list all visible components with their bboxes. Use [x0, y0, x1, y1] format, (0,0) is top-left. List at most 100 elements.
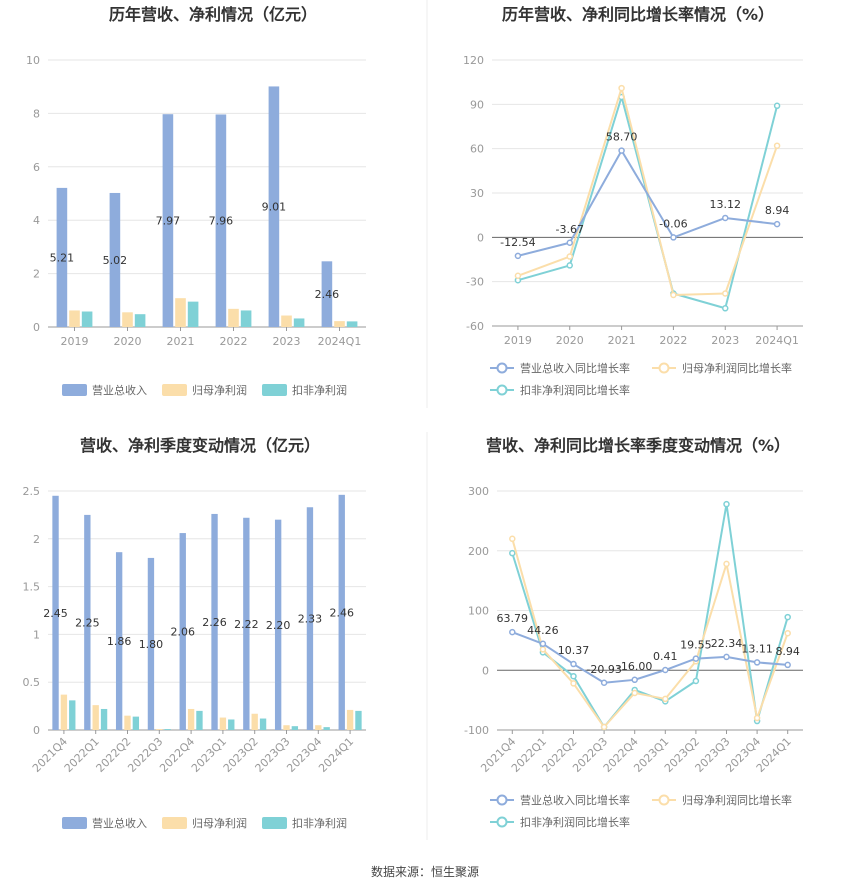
bar-net-profit[interactable] [60, 694, 68, 730]
data-point[interactable] [753, 659, 761, 666]
bar-revenue[interactable] [52, 495, 59, 730]
data-point[interactable] [539, 640, 547, 648]
bar-revenue[interactable] [84, 514, 91, 730]
legend-label[interactable]: 营业总收入同比增长率 [520, 361, 630, 375]
legend-marker[interactable] [658, 794, 670, 806]
data-point[interactable] [570, 680, 577, 687]
data-point[interactable] [631, 689, 638, 697]
data-point[interactable] [662, 666, 669, 674]
bar-revenue[interactable] [56, 187, 68, 327]
data-point[interactable] [773, 102, 781, 110]
legend-swatch[interactable] [162, 384, 187, 396]
legend-swatch[interactable] [62, 384, 87, 396]
legend-label[interactable]: 扣非净利润同比增长率 [520, 815, 630, 829]
data-point[interactable] [773, 142, 781, 149]
data-point[interactable] [514, 272, 522, 280]
legend-marker[interactable] [496, 816, 508, 828]
legend-marker[interactable] [496, 794, 508, 806]
legend-marker[interactable] [496, 362, 508, 374]
series-line-net-profit[interactable] [517, 87, 779, 296]
bar-revenue[interactable] [268, 86, 280, 327]
bar-deducted-profit[interactable] [355, 710, 362, 730]
data-point[interactable] [722, 290, 729, 297]
data-point[interactable] [618, 84, 625, 92]
bar-deducted-profit[interactable] [323, 727, 330, 730]
legend-label[interactable]: 扣非净利润同比增长率 [520, 383, 630, 397]
bar-net-profit[interactable] [69, 310, 80, 327]
bar-deducted-profit[interactable] [196, 710, 203, 730]
bar-revenue[interactable] [215, 114, 227, 327]
bar-revenue[interactable] [321, 261, 333, 327]
series-line-deducted-profit[interactable] [511, 503, 789, 729]
data-point[interactable] [509, 549, 516, 557]
bar-net-profit[interactable] [156, 729, 163, 730]
data-point[interactable] [773, 220, 781, 228]
data-point[interactable] [631, 676, 638, 684]
data-point[interactable] [618, 147, 625, 154]
bar-revenue[interactable] [179, 533, 186, 730]
bar-net-profit[interactable] [219, 717, 227, 730]
bar-net-profit[interactable] [315, 725, 322, 730]
bar-net-profit[interactable] [124, 715, 131, 730]
bar-deducted-profit[interactable] [134, 314, 146, 327]
legend-label[interactable]: 归母净利润同比增长率 [682, 793, 792, 807]
bar-revenue[interactable] [243, 517, 250, 730]
bar-net-profit[interactable] [122, 312, 133, 327]
data-point[interactable] [662, 695, 669, 703]
bar-net-profit[interactable] [283, 725, 290, 730]
legend-label[interactable]: 归母净利润同比增长率 [682, 361, 792, 375]
legend-label[interactable]: 扣非净利润 [292, 816, 347, 830]
series-line-net-profit[interactable] [511, 538, 789, 729]
data-point[interactable] [722, 214, 729, 222]
series-line-revenue[interactable] [511, 631, 788, 684]
legend-label[interactable]: 营业总收入 [92, 383, 147, 397]
data-point[interactable] [692, 655, 700, 662]
data-point[interactable] [670, 291, 677, 299]
bar-deducted-profit[interactable] [132, 716, 140, 730]
bar-revenue[interactable] [274, 519, 282, 730]
legend-swatch[interactable] [162, 817, 187, 829]
bar-net-profit[interactable] [175, 298, 186, 327]
series-line-revenue[interactable] [517, 149, 778, 257]
legend-label[interactable]: 营业总收入同比增长率 [520, 793, 630, 807]
data-point[interactable] [784, 613, 791, 621]
bar-deducted-profit[interactable] [240, 310, 252, 327]
data-point[interactable] [509, 535, 516, 543]
legend-label[interactable]: 营业总收入 [92, 816, 147, 830]
bar-net-profit[interactable] [281, 315, 292, 327]
data-point[interactable] [570, 660, 577, 668]
bar-net-profit[interactable] [228, 308, 239, 327]
legend-label[interactable]: 归母净利润 [192, 816, 247, 830]
bar-revenue[interactable] [338, 494, 345, 730]
data-point[interactable] [722, 305, 729, 312]
data-point[interactable] [509, 628, 516, 636]
data-point[interactable] [723, 500, 730, 508]
data-point[interactable] [570, 672, 577, 680]
bar-net-profit[interactable] [346, 709, 354, 730]
bar-net-profit[interactable] [251, 713, 258, 730]
data-point[interactable] [753, 714, 761, 722]
legend-swatch[interactable] [62, 817, 87, 829]
bar-net-profit[interactable] [92, 705, 99, 730]
data-point[interactable] [670, 234, 677, 241]
data-point[interactable] [784, 629, 791, 637]
bar-net-profit[interactable] [334, 321, 345, 327]
bar-revenue[interactable] [147, 557, 155, 730]
bar-deducted-profit[interactable] [187, 301, 199, 327]
data-point[interactable] [784, 661, 791, 669]
data-point[interactable] [600, 679, 608, 687]
legend-label[interactable]: 归母净利润 [192, 383, 247, 397]
bar-revenue[interactable] [211, 513, 218, 730]
legend-swatch[interactable] [262, 817, 287, 829]
data-point[interactable] [692, 677, 700, 685]
data-point[interactable] [600, 723, 608, 731]
legend-label[interactable]: 扣非净利润 [292, 383, 347, 397]
legend-swatch[interactable] [262, 384, 287, 396]
legend-marker[interactable] [496, 384, 508, 396]
bar-revenue[interactable] [115, 552, 123, 730]
bar-deducted-profit[interactable] [259, 718, 267, 730]
bar-deducted-profit[interactable] [164, 729, 171, 730]
bar-deducted-profit[interactable] [228, 719, 235, 730]
data-point[interactable] [566, 253, 573, 260]
bar-deducted-profit[interactable] [81, 311, 93, 327]
